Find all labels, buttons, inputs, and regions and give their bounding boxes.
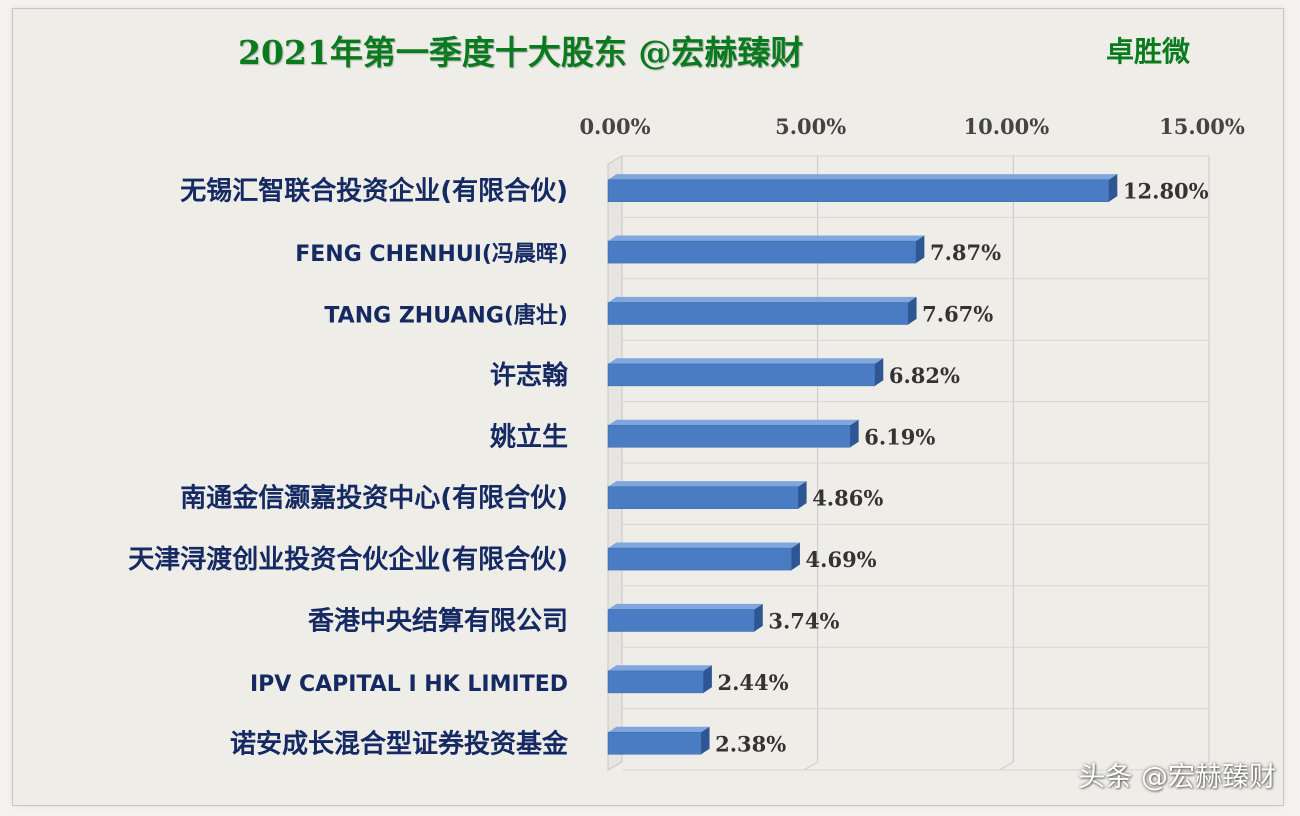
bar-top-face	[608, 358, 884, 364]
category-label: 天津浔渡创业投资合伙企业(有限合伙)	[128, 544, 568, 575]
bar-top-face	[608, 235, 925, 242]
category-label: 姚立生	[489, 421, 568, 452]
author-label: 卓胜微	[1106, 35, 1191, 68]
bar-top-face	[608, 481, 807, 487]
bar-top-face	[608, 665, 712, 671]
data-label: 7.67%	[922, 302, 993, 327]
bar-end-face	[754, 603, 763, 632]
category-label: FENG CHENHUI(冯晨晖)	[295, 242, 568, 267]
bar	[607, 547, 792, 571]
x-tick-label: 0.00%	[579, 114, 650, 139]
bar	[607, 240, 917, 264]
x-tick-label: 5.00%	[775, 114, 846, 139]
category-label: 无锡汇智联合投资企业(有限合伙)	[180, 176, 568, 207]
category-label: TANG ZHUANG(唐壮)	[324, 303, 568, 329]
data-label: 12.80%	[1123, 179, 1209, 204]
bar-top-face	[608, 419, 859, 426]
data-label: 6.82%	[889, 363, 960, 388]
bar-end-face	[915, 235, 925, 264]
bar	[607, 732, 702, 755]
bar	[607, 425, 851, 448]
watermark: 头条 @宏赫臻财	[1078, 762, 1276, 793]
bar-end-face	[798, 481, 807, 509]
gridline-floor	[1194, 761, 1210, 771]
data-label: 2.38%	[715, 731, 786, 756]
bar	[607, 486, 799, 509]
category-label: 诺安成长混合型证券投资基金	[230, 728, 569, 759]
category-label: IPV CAPITAL I HK LIMITED	[250, 672, 568, 697]
bar	[607, 179, 1110, 202]
data-label: 7.87%	[930, 240, 1001, 265]
bar	[607, 609, 755, 632]
data-label: 4.86%	[812, 486, 883, 511]
bar-top-face	[608, 603, 763, 610]
category-label: 许志翰	[490, 360, 568, 391]
bar-end-face	[1108, 174, 1118, 202]
bar-top-face	[608, 726, 710, 733]
bar	[607, 302, 909, 325]
bar	[607, 363, 876, 387]
data-label: 3.74%	[768, 609, 839, 634]
bar-end-face	[850, 419, 859, 448]
data-label: 4.69%	[806, 547, 877, 572]
chart-title: 2021年第一季度十大股东 @宏赫臻财	[238, 33, 804, 72]
bar-top-face	[608, 296, 917, 303]
bar-top-face	[608, 542, 800, 549]
category-label: 香港中央结算有限公司	[308, 606, 568, 637]
bar-top-face	[608, 174, 1118, 180]
bar-end-face	[874, 358, 884, 386]
bar	[607, 670, 704, 694]
gridline-floor	[803, 761, 818, 771]
bar-end-face	[703, 665, 712, 693]
data-label: 6.19%	[864, 424, 935, 449]
category-label: 南通金信灏嘉投资中心(有限合伙)	[180, 483, 568, 514]
bar-end-face	[791, 542, 800, 571]
gridline-floor	[607, 761, 623, 771]
x-tick-label: 10.00%	[963, 114, 1049, 139]
bar-end-face	[908, 296, 917, 325]
data-label: 2.44%	[717, 670, 788, 695]
gridline-floor	[999, 761, 1014, 771]
bar-end-face	[701, 726, 710, 755]
x-tick-label: 15.00%	[1159, 114, 1245, 139]
